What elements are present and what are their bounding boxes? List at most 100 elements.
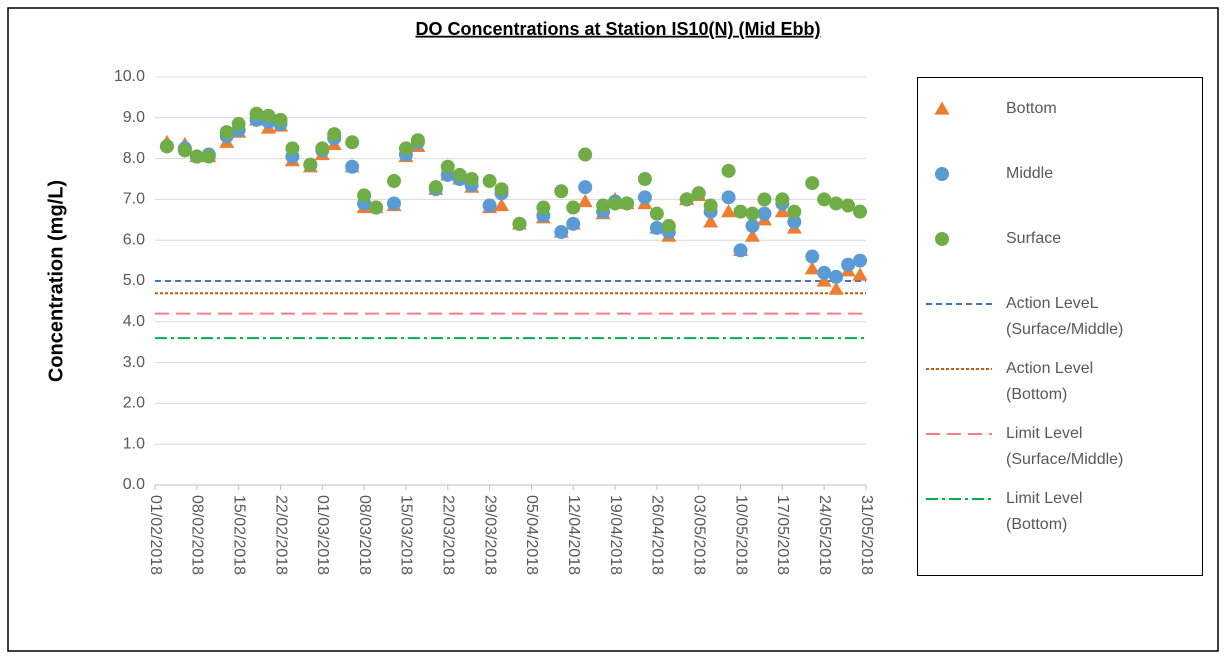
circle-marker <box>578 147 593 162</box>
circle-marker <box>757 206 772 221</box>
circle-marker <box>745 206 760 221</box>
x-tick-label: 05/04/2018 <box>523 495 540 575</box>
chart-title: DO Concentrations at Station IS10(N) (Mi… <box>415 19 820 39</box>
y-tick-label: 4.0 <box>123 313 145 330</box>
circle-marker <box>327 127 342 142</box>
circle-marker <box>201 149 216 164</box>
legend-label: Middle <box>1006 165 1054 182</box>
legend-swatch <box>935 232 949 246</box>
legend-item: Limit Level (Bottom) <box>918 486 1141 538</box>
legend-swatch <box>934 101 950 115</box>
y-tick-label: 5.0 <box>123 272 145 289</box>
circle-marker <box>285 141 300 156</box>
circle-marker <box>817 265 832 280</box>
circle-marker <box>177 143 192 158</box>
circle-marker <box>721 163 736 178</box>
legend-item: Bottom <box>918 96 1141 122</box>
x-tick-label: 15/03/2018 <box>398 495 415 575</box>
x-tick-label: 03/05/2018 <box>690 495 707 575</box>
triangle-marker <box>804 261 820 275</box>
y-axis-label: Concentration (mg/L) <box>45 180 67 382</box>
circle-marker <box>512 216 527 231</box>
x-tick-label: 08/03/2018 <box>356 495 373 575</box>
circle-marker <box>566 216 581 231</box>
triangle-marker <box>852 267 868 281</box>
circle-marker <box>554 225 569 240</box>
x-tick-label: 29/03/2018 <box>481 495 498 575</box>
circle-marker <box>841 198 856 213</box>
circle-marker <box>805 249 820 264</box>
circle-marker <box>733 204 748 219</box>
x-tick-label: 01/03/2018 <box>314 495 331 575</box>
x-tick-label: 01/02/2018 <box>147 495 164 575</box>
triangle-marker <box>721 204 737 218</box>
circle-marker <box>829 196 844 211</box>
legend-item: Middle <box>918 161 1141 187</box>
circle-marker <box>733 243 748 258</box>
legend-item: Action Level (Bottom) <box>918 356 1141 408</box>
x-tick-label: 19/04/2018 <box>607 495 624 575</box>
triangle-marker <box>577 193 593 208</box>
legend-label: Limit Level (Bottom) <box>1006 490 1083 533</box>
circle-marker <box>721 190 736 205</box>
legend-swatch <box>935 167 949 181</box>
y-tick-label: 6.0 <box>123 231 145 248</box>
circle-marker <box>637 190 652 205</box>
circle-marker <box>787 214 802 229</box>
circle-marker <box>745 218 760 233</box>
legend-swatch <box>926 498 992 500</box>
circle-marker <box>649 220 664 235</box>
triangle-marker <box>828 281 844 295</box>
x-tick-label: 22/02/2018 <box>272 495 289 575</box>
circle-marker <box>494 182 509 197</box>
circle-marker <box>935 167 949 181</box>
circle-marker <box>464 172 479 186</box>
legend-swatch <box>926 368 992 370</box>
y-tick-label: 0.0 <box>123 476 145 493</box>
circle-marker <box>787 204 802 219</box>
circle-marker <box>159 139 174 154</box>
y-tick-label: 10.0 <box>114 68 145 85</box>
x-tick-label: 10/05/2018 <box>732 495 749 575</box>
legend-label: Surface <box>1006 230 1062 247</box>
triangle-marker <box>816 273 832 287</box>
circle-marker <box>691 186 706 201</box>
circle-marker <box>935 232 949 246</box>
circle-marker <box>345 135 360 150</box>
x-tick-label: 22/03/2018 <box>440 495 457 575</box>
circle-marker <box>608 196 623 211</box>
y-tick-label: 8.0 <box>123 150 145 167</box>
circle-marker <box>661 218 676 233</box>
circle-marker <box>554 184 569 199</box>
y-tick-label: 9.0 <box>123 109 145 126</box>
circle-marker <box>189 149 204 164</box>
legend-label: Bottom <box>1006 100 1057 117</box>
circle-marker <box>482 174 497 189</box>
circle-marker <box>805 176 820 191</box>
circle-marker <box>440 159 455 174</box>
legend-item: Limit Level (Surface/Middle) <box>918 421 1141 473</box>
x-tick-label: 08/02/2018 <box>189 495 206 575</box>
triangle-marker <box>494 198 510 212</box>
x-tick-label: 24/05/2018 <box>816 495 833 575</box>
legend: Bottom Middle Surface Action LeveL (Surface… <box>917 77 1203 576</box>
circle-marker <box>649 206 664 221</box>
x-tick-label: 17/05/2018 <box>774 495 791 575</box>
circle-marker <box>578 180 593 195</box>
circle-marker <box>249 106 264 121</box>
circle-marker <box>261 108 276 123</box>
circle-marker <box>679 192 694 207</box>
circle-marker <box>566 200 581 215</box>
y-tick-label: 2.0 <box>123 395 145 412</box>
circle-marker <box>357 188 372 203</box>
y-tick-label: 3.0 <box>123 354 145 371</box>
circle-marker <box>219 125 234 140</box>
circle-marker <box>853 253 868 268</box>
legend-swatch <box>926 303 992 305</box>
y-tick-label: 1.0 <box>123 435 145 452</box>
legend-label: Limit Level (Surface/Middle) <box>1006 425 1124 468</box>
y-tick-label: 7.0 <box>123 191 145 208</box>
circle-marker <box>386 196 401 211</box>
